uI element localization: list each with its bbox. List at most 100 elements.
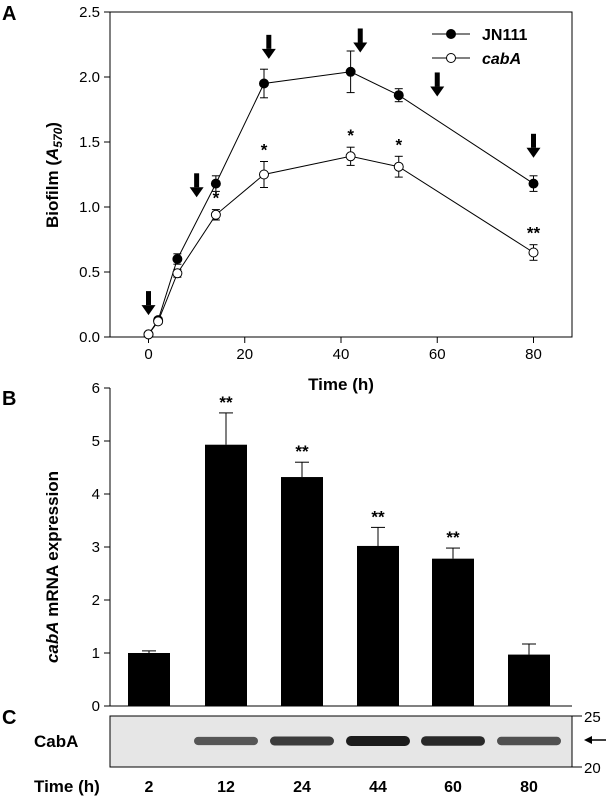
data-point-jn111 bbox=[528, 178, 539, 189]
panel-a: A 0.00.51.01.52.02.50 20 40 60 80*** *** Time… bbox=[2, 3, 573, 394]
arrow-shaft bbox=[146, 291, 151, 306]
time-point-arrow bbox=[430, 72, 445, 97]
blot-band bbox=[270, 736, 334, 746]
expression-y-tick-label: 5 bbox=[92, 433, 100, 450]
biofilm-y-axis-title: Biofilm (A570) bbox=[43, 122, 65, 228]
biofilm-y-title-end: ) bbox=[43, 122, 62, 128]
biofilm-y-title-sub: 570 bbox=[51, 127, 65, 147]
biofilm-x-tick-label: 60 bbox=[429, 346, 446, 363]
arrow-head bbox=[526, 147, 541, 158]
mw-marker-label: 20 bbox=[584, 760, 601, 777]
significance-mark: * bbox=[261, 141, 268, 160]
expression-y-tick-label: 4 bbox=[92, 486, 100, 503]
lane-label: 2 bbox=[145, 779, 154, 796]
arrow-head bbox=[141, 305, 156, 316]
expression-y-tick-label: 0 bbox=[92, 698, 100, 715]
expression-significance: ** bbox=[371, 507, 385, 526]
data-point-caba bbox=[153, 316, 164, 327]
expression-y-title-italic: cabA bbox=[43, 621, 62, 663]
panel-b-letter: B bbox=[2, 388, 16, 410]
series-line-caba bbox=[148, 155, 534, 335]
arrow-head bbox=[430, 86, 445, 97]
expression-y-title-rest: mRNA expression bbox=[43, 471, 62, 622]
biofilm-y-tick-label: 2.0 bbox=[79, 69, 100, 86]
expression-y-tick-label: 2 bbox=[92, 592, 100, 609]
expression-y-tick-label: 3 bbox=[92, 539, 100, 556]
legend-label-jn111: JN111 bbox=[482, 27, 527, 44]
data-point-caba bbox=[172, 268, 183, 279]
arrow-shaft bbox=[266, 34, 272, 49]
blot-band bbox=[346, 736, 410, 746]
panel-c-letter: C bbox=[2, 707, 16, 729]
blot-band bbox=[194, 736, 258, 746]
time-point-arrow bbox=[261, 34, 276, 59]
legend-label-caba: cabA bbox=[482, 51, 521, 68]
panel-a-letter: A bbox=[2, 3, 16, 25]
data-point-caba bbox=[393, 161, 404, 172]
significance-mark: * bbox=[347, 126, 354, 145]
time-point-arrow bbox=[189, 173, 204, 198]
expression-plot: 0 1 2 3 4 5 6 ** ** ** ** bbox=[92, 380, 572, 715]
data-point-jn111 bbox=[345, 66, 356, 77]
time-point-arrow bbox=[526, 133, 541, 158]
data-point-jn111 bbox=[259, 78, 269, 89]
data-point-caba bbox=[143, 329, 154, 340]
expression-significance: ** bbox=[446, 528, 460, 547]
biofilm-y-title-italic: A bbox=[43, 148, 62, 161]
blot-band bbox=[497, 736, 561, 746]
data-point-caba bbox=[528, 247, 539, 258]
legend: JN111 cabA bbox=[432, 27, 527, 68]
blot-membrane bbox=[109, 715, 573, 768]
expression-bar bbox=[281, 477, 323, 706]
biofilm-y-tick-label: 1.0 bbox=[79, 199, 100, 216]
arrow-head bbox=[189, 187, 204, 198]
expression-bar bbox=[128, 653, 170, 706]
biofilm-x-tick-label: 0 bbox=[144, 346, 152, 363]
time-point-arrow bbox=[353, 28, 368, 53]
expression-bar bbox=[508, 654, 550, 706]
expression-bar bbox=[205, 444, 247, 706]
biofilm-x-tick-label: 80 bbox=[525, 346, 542, 363]
expression-y-tick-label: 6 bbox=[92, 380, 100, 397]
band-arrow-head bbox=[584, 736, 592, 744]
expression-y-axis-title: cabA mRNA expression bbox=[43, 471, 62, 663]
expression-y-tick-label: 1 bbox=[92, 645, 100, 662]
arrow-shaft bbox=[434, 72, 440, 87]
biofilm-x-axis-title: Time (h) bbox=[308, 375, 374, 394]
biofilm-y-tick-label: 1.5 bbox=[79, 134, 100, 151]
arrow-shaft bbox=[531, 133, 536, 148]
biofilm-x-tick-label: 40 bbox=[333, 346, 350, 363]
arrow-head bbox=[353, 42, 368, 53]
lane-label: 60 bbox=[444, 779, 462, 796]
legend-marker-jn111 bbox=[446, 29, 456, 39]
significance-mark: * bbox=[213, 189, 220, 208]
legend-marker-caba bbox=[446, 53, 456, 63]
expression-significance: ** bbox=[219, 393, 233, 412]
lane-label: 12 bbox=[217, 779, 235, 796]
panel-c: C 2 12 24 44 60 80 25 20 CabA Time (h) bbox=[2, 707, 606, 796]
panel-b: B 0 1 2 3 4 5 6 ** ** ** ** cabA mRNA expression bbox=[2, 380, 572, 715]
biofilm-y-tick-label: 0.0 bbox=[79, 329, 100, 346]
data-point-caba bbox=[259, 169, 269, 180]
data-point-caba bbox=[210, 209, 221, 220]
arrow-shaft bbox=[357, 28, 363, 43]
biofilm-y-tick-label: 2.5 bbox=[79, 4, 100, 21]
lane-label: 44 bbox=[369, 779, 387, 796]
biofilm-plot: 0.00.51.01.52.02.50 20 40 60 80*** *** bbox=[79, 4, 573, 363]
biofilm-x-tick-label: 20 bbox=[236, 346, 253, 363]
data-point-jn111 bbox=[172, 254, 183, 264]
time-point-arrow bbox=[141, 291, 156, 316]
significance-mark: * bbox=[395, 135, 402, 154]
arrow-shaft bbox=[194, 173, 200, 188]
expression-significance: ** bbox=[295, 442, 309, 461]
data-point-jn111 bbox=[210, 178, 221, 189]
blot-row-label: CabA bbox=[34, 732, 78, 751]
expression-bar bbox=[432, 558, 474, 706]
biofilm-y-tick-label: 0.5 bbox=[79, 264, 100, 281]
data-point-caba bbox=[345, 151, 356, 162]
lane-label: 24 bbox=[293, 779, 311, 796]
biofilm-y-title-main: Biofilm ( bbox=[43, 160, 62, 228]
data-point-jn111 bbox=[393, 90, 404, 101]
expression-bar bbox=[357, 545, 399, 706]
